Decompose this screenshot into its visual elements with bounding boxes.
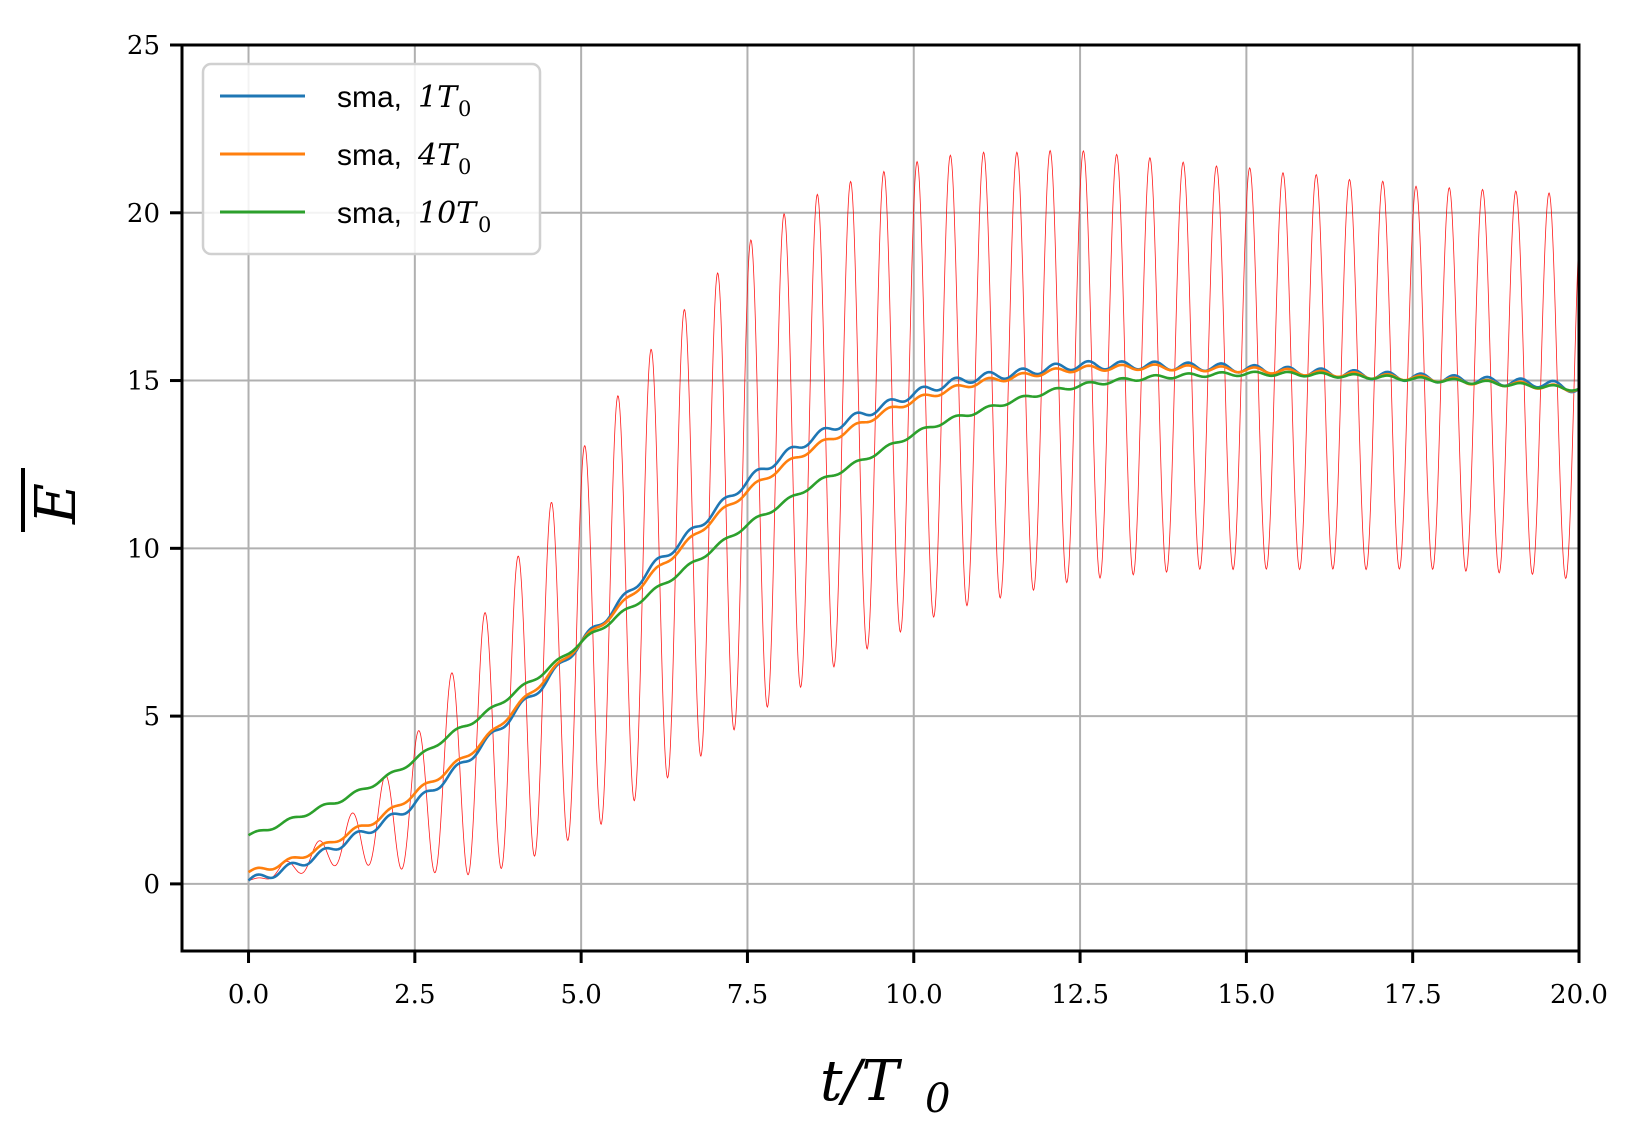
- x-tick-label: 5.0: [560, 980, 601, 1010]
- axis-ticks: 0.0 2.5 5.0 7.5 10.0 12.5 15.0 17.5 20.0 0 5 10 15 20…: [127, 31, 1608, 1010]
- legend-label: sma,: [337, 139, 402, 172]
- y-tick-label: 0: [143, 870, 160, 900]
- y-tick-label: 5: [143, 702, 160, 732]
- legend-math: 4T: [417, 138, 459, 173]
- y-axis-label: E: [21, 468, 89, 532]
- legend-item: sma, 4T 0: [337, 138, 471, 179]
- legend-math: 10T: [418, 196, 478, 231]
- legend-subscript: 0: [458, 155, 471, 179]
- x-tick-label: 15.0: [1217, 980, 1275, 1010]
- series-instantaneous-energy: [248, 149, 1579, 881]
- x-tick-label: 7.5: [727, 980, 768, 1010]
- legend-math: 1T: [418, 80, 459, 115]
- x-tick-label: 10.0: [885, 980, 943, 1010]
- x-tick-label: 2.5: [394, 980, 435, 1010]
- x-axis-label: t/T 0: [820, 1049, 950, 1122]
- legend-subscript: 0: [458, 97, 471, 121]
- legend-item: sma, 10T 0: [337, 196, 491, 237]
- legend-label: sma,: [337, 81, 402, 114]
- plot-frame: [180, 43, 1581, 953]
- y-tick-label: 20: [127, 199, 160, 229]
- svg-text:t/T: t/T: [820, 1049, 902, 1114]
- x-tick-label: 17.5: [1384, 980, 1442, 1010]
- legend-box: [201, 62, 542, 256]
- y-tick-label: 10: [127, 534, 160, 564]
- x-tick-label: 0.0: [228, 980, 269, 1010]
- x-tick-label: 20.0: [1550, 980, 1608, 1010]
- svg-text:E: E: [24, 483, 89, 525]
- series-sma-3: [247, 370, 1579, 837]
- legend-subscript: 0: [478, 213, 491, 237]
- data-series: [247, 149, 1579, 882]
- y-tick-label: 25: [127, 31, 160, 61]
- legend-item: sma, 1T 0: [337, 80, 471, 121]
- legend-label: sma,: [337, 197, 402, 230]
- x-tick-label: 12.5: [1051, 980, 1109, 1010]
- y-tick-label: 15: [127, 367, 160, 397]
- svg-text:0: 0: [925, 1076, 950, 1122]
- series-sma-2: [247, 363, 1579, 874]
- series-sma-1: [247, 359, 1579, 882]
